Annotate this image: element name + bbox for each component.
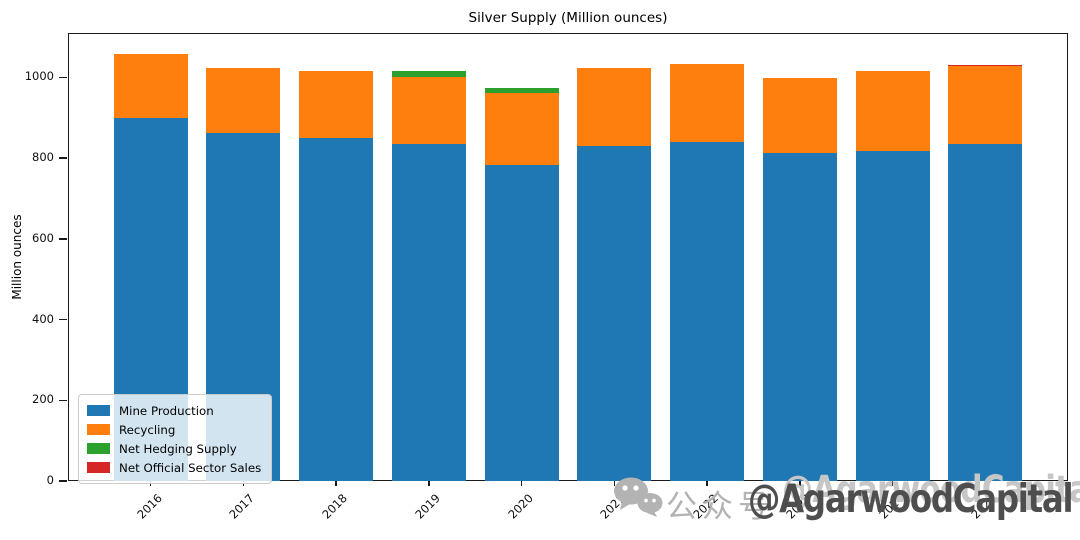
ytick-label-1000: 1000 <box>24 69 54 84</box>
legend-item-mine-production: Mine Production <box>87 401 261 420</box>
segment-net-hedging-supply-2019 <box>391 70 466 78</box>
segment-mine-production-2019 <box>391 143 466 481</box>
xtick-mark-2020 <box>520 481 523 486</box>
bar-2019 <box>391 33 466 481</box>
ytick-mark-200 <box>59 399 67 401</box>
segment-mine-production-2025 <box>948 144 1023 481</box>
segment-mine-production-2021 <box>577 145 652 481</box>
ytick-mark-400 <box>59 318 67 321</box>
legend-item-recycling: Recycling <box>87 420 261 439</box>
segment-mine-production-2023 <box>762 152 837 481</box>
segment-mine-production-2022 <box>670 142 745 481</box>
ytick-label-0: 0 <box>46 473 54 487</box>
xtick-label-2025: 2025 <box>968 491 1000 522</box>
xtick-label-2016: 2016 <box>133 491 165 522</box>
legend-item-net-official-sector-sales: Net Official Sector Sales <box>87 458 261 477</box>
segment-recycling-2021 <box>577 68 652 146</box>
segment-recycling-2019 <box>391 77 466 144</box>
legend: Mine Production Recycling Net Hedging Supp… <box>78 394 273 484</box>
bar-2018 <box>299 33 374 481</box>
segment-mine-production-2020 <box>484 164 559 481</box>
ytick-label-400: 400 <box>32 311 54 326</box>
segment-recycling-2020 <box>484 92 559 165</box>
bar-2020 <box>484 33 559 481</box>
ytick-label-600: 600 <box>32 230 54 245</box>
segment-recycling-2023 <box>762 77 837 153</box>
segment-recycling-2017 <box>206 68 281 134</box>
bar-2025 <box>948 33 1023 481</box>
xtick-mark-2024 <box>891 481 894 486</box>
xtick-label-2020: 2020 <box>504 491 536 522</box>
segment-recycling-2022 <box>670 64 745 143</box>
xtick-label-2023: 2023 <box>783 491 814 522</box>
bar-2022 <box>670 33 745 481</box>
segment-recycling-2018 <box>299 71 374 138</box>
xtick-label-2024: 2024 <box>875 491 907 522</box>
xtick-mark-2022 <box>706 481 708 486</box>
xtick-label-2018: 2018 <box>319 491 350 522</box>
chart-title: Silver Supply (Million ounces) <box>468 10 668 26</box>
plot-area <box>68 33 1068 481</box>
ytick-mark-800 <box>59 157 67 159</box>
segment-recycling-2024 <box>855 71 930 151</box>
xtick-mark-2023 <box>799 481 801 486</box>
legend-label-net-hedging-supply: Net Hedging Supply <box>119 441 237 456</box>
ytick-mark-600 <box>59 238 67 240</box>
segment-recycling-2016 <box>113 54 188 118</box>
legend-swatch-net-official-sector-sales <box>87 462 110 473</box>
xtick-label-2019: 2019 <box>412 491 443 522</box>
xtick-mark-2025 <box>984 481 987 486</box>
xtick-mark-2019 <box>428 481 430 486</box>
x-axis-ticks: 2016 2017 2018 2019 2020 2021 2022 2023 2024 2025 <box>68 481 1080 540</box>
legend-label-mine-production: Mine Production <box>119 403 214 418</box>
bar-2021 <box>577 33 652 481</box>
legend-swatch-mine-production <box>87 405 110 416</box>
segment-mine-production-2018 <box>299 137 374 481</box>
segment-mine-production-2024 <box>855 150 930 481</box>
ytick-label-800: 800 <box>32 150 54 165</box>
legend-swatch-recycling <box>87 424 110 435</box>
y-axis-ticks: 0 200 400 600 800 1000 <box>0 33 68 487</box>
ytick-mark-0 <box>59 480 67 482</box>
xtick-label-2022: 2022 <box>690 491 722 522</box>
legend-item-net-hedging-supply: Net Hedging Supply <box>87 439 261 458</box>
segment-net-official-sector-sales-2025 <box>948 64 1023 67</box>
ytick-label-200: 200 <box>32 392 54 407</box>
legend-label-net-official-sector-sales: Net Official Sector Sales <box>119 460 262 475</box>
bar-2024 <box>855 33 930 481</box>
legend-swatch-net-hedging-supply <box>87 443 110 454</box>
xtick-label-2017: 2017 <box>226 491 258 522</box>
xtick-mark-2021 <box>613 481 616 486</box>
ytick-mark-1000 <box>59 76 67 79</box>
bar-2023 <box>762 33 837 481</box>
bars-container <box>68 33 1068 481</box>
segment-net-hedging-supply-2020 <box>484 87 559 93</box>
legend-label-recycling: Recycling <box>119 422 176 437</box>
segment-recycling-2025 <box>948 66 1023 144</box>
xtick-mark-2018 <box>335 481 337 486</box>
xtick-label-2021: 2021 <box>597 491 629 522</box>
